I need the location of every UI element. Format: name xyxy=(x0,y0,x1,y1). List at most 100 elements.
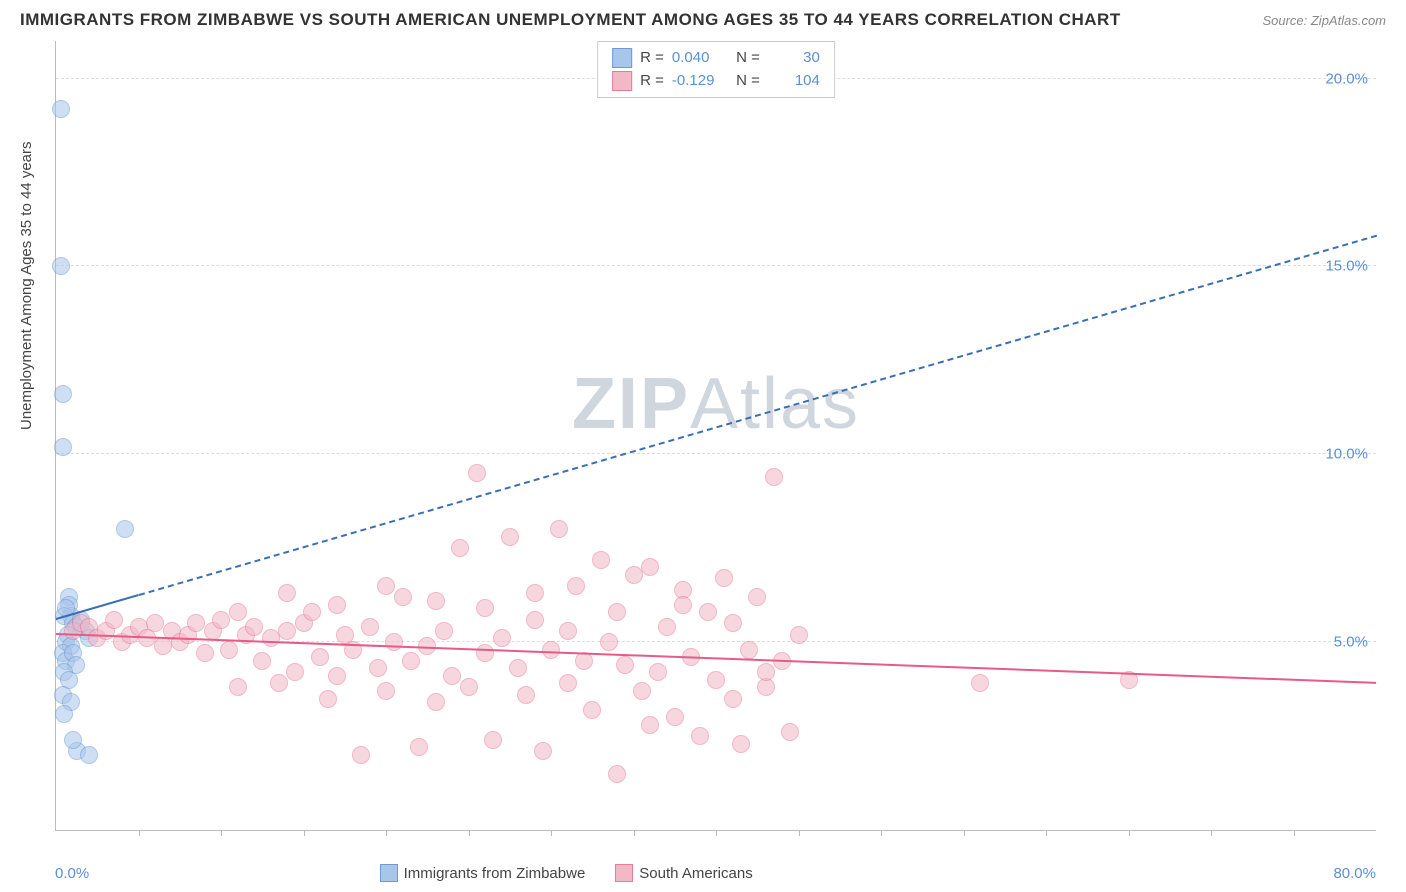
data-point xyxy=(278,584,296,602)
gridline xyxy=(56,265,1376,266)
y-tick-label: 10.0% xyxy=(1325,446,1368,463)
data-point xyxy=(526,611,544,629)
data-point xyxy=(262,629,280,647)
legend-swatch xyxy=(612,48,632,68)
data-point xyxy=(270,674,288,692)
legend-item: Immigrants from Zimbabwe xyxy=(380,864,586,882)
data-point xyxy=(616,656,634,674)
r-value: 0.040 xyxy=(672,47,724,70)
x-axis-row: 0.0% Immigrants from ZimbabweSouth Ameri… xyxy=(55,864,1376,882)
y-axis-label: Unemployment Among Ages 35 to 44 years xyxy=(18,141,35,430)
data-point xyxy=(608,603,626,621)
data-point xyxy=(641,558,659,576)
n-value: 30 xyxy=(768,47,820,70)
data-point xyxy=(377,682,395,700)
chart-title: IMMIGRANTS FROM ZIMBABWE VS SOUTH AMERIC… xyxy=(20,10,1121,30)
data-point xyxy=(410,738,428,756)
data-point xyxy=(187,614,205,632)
data-point xyxy=(80,746,98,764)
data-point xyxy=(534,742,552,760)
x-tick xyxy=(1211,830,1212,836)
data-point xyxy=(699,603,717,621)
data-point xyxy=(385,633,403,651)
scatter-chart: ZIPAtlas R =0.040 N =30R =-0.129 N =104 … xyxy=(55,41,1376,831)
data-point xyxy=(583,701,601,719)
trend-line xyxy=(138,234,1376,595)
data-point xyxy=(52,100,70,118)
n-value: 104 xyxy=(768,70,820,93)
data-point xyxy=(476,644,494,662)
r-label: R = xyxy=(640,47,664,70)
data-point xyxy=(674,596,692,614)
data-point xyxy=(559,622,577,640)
data-point xyxy=(319,690,337,708)
correlation-legend: R =0.040 N =30R =-0.129 N =104 xyxy=(597,41,835,98)
data-point xyxy=(116,520,134,538)
data-point xyxy=(394,588,412,606)
data-point xyxy=(633,682,651,700)
data-point xyxy=(303,603,321,621)
x-tick xyxy=(1294,830,1295,836)
r-value: -0.129 xyxy=(672,70,724,93)
data-point xyxy=(600,633,618,651)
data-point xyxy=(707,671,725,689)
data-point xyxy=(377,577,395,595)
x-tick xyxy=(716,830,717,836)
x-tick xyxy=(964,830,965,836)
data-point xyxy=(691,727,709,745)
legend-swatch xyxy=(615,864,633,882)
data-point xyxy=(54,385,72,403)
legend-label: Immigrants from Zimbabwe xyxy=(404,865,586,882)
data-point xyxy=(550,520,568,538)
data-point xyxy=(781,723,799,741)
data-point xyxy=(443,667,461,685)
data-point xyxy=(468,464,486,482)
data-point xyxy=(278,622,296,640)
data-point xyxy=(245,618,263,636)
data-point xyxy=(229,603,247,621)
data-point xyxy=(427,592,445,610)
n-label: N = xyxy=(732,47,760,70)
data-point xyxy=(542,641,560,659)
data-point xyxy=(517,686,535,704)
data-point xyxy=(790,626,808,644)
x-tick xyxy=(139,830,140,836)
data-point xyxy=(451,539,469,557)
source-attribution: Source: ZipAtlas.com xyxy=(1262,13,1386,28)
gridline xyxy=(56,453,1376,454)
x-tick xyxy=(634,830,635,836)
legend-swatch xyxy=(380,864,398,882)
data-point xyxy=(328,667,346,685)
data-point xyxy=(724,614,742,632)
x-axis-max: 80.0% xyxy=(1333,865,1376,882)
data-point xyxy=(592,551,610,569)
data-point xyxy=(369,659,387,677)
x-tick xyxy=(386,830,387,836)
data-point xyxy=(55,705,73,723)
data-point xyxy=(724,690,742,708)
data-point xyxy=(435,622,453,640)
legend-swatch xyxy=(612,71,632,91)
watermark: ZIPAtlas xyxy=(572,363,860,445)
data-point xyxy=(649,663,667,681)
x-tick xyxy=(799,830,800,836)
data-point xyxy=(484,731,502,749)
data-point xyxy=(196,644,214,662)
x-tick xyxy=(1129,830,1130,836)
data-point xyxy=(740,641,758,659)
x-tick xyxy=(469,830,470,836)
legend-label: South Americans xyxy=(639,865,752,882)
data-point xyxy=(501,528,519,546)
data-point xyxy=(105,611,123,629)
data-point xyxy=(352,746,370,764)
correlation-row: R =-0.129 N =104 xyxy=(612,70,820,93)
data-point xyxy=(526,584,544,602)
data-point xyxy=(608,765,626,783)
data-point xyxy=(493,629,511,647)
data-point xyxy=(666,708,684,726)
data-point xyxy=(220,641,238,659)
series-legend: Immigrants from Zimbabwe South Americans xyxy=(380,864,753,882)
r-label: R = xyxy=(640,70,664,93)
y-tick-label: 15.0% xyxy=(1325,258,1368,275)
data-point xyxy=(567,577,585,595)
